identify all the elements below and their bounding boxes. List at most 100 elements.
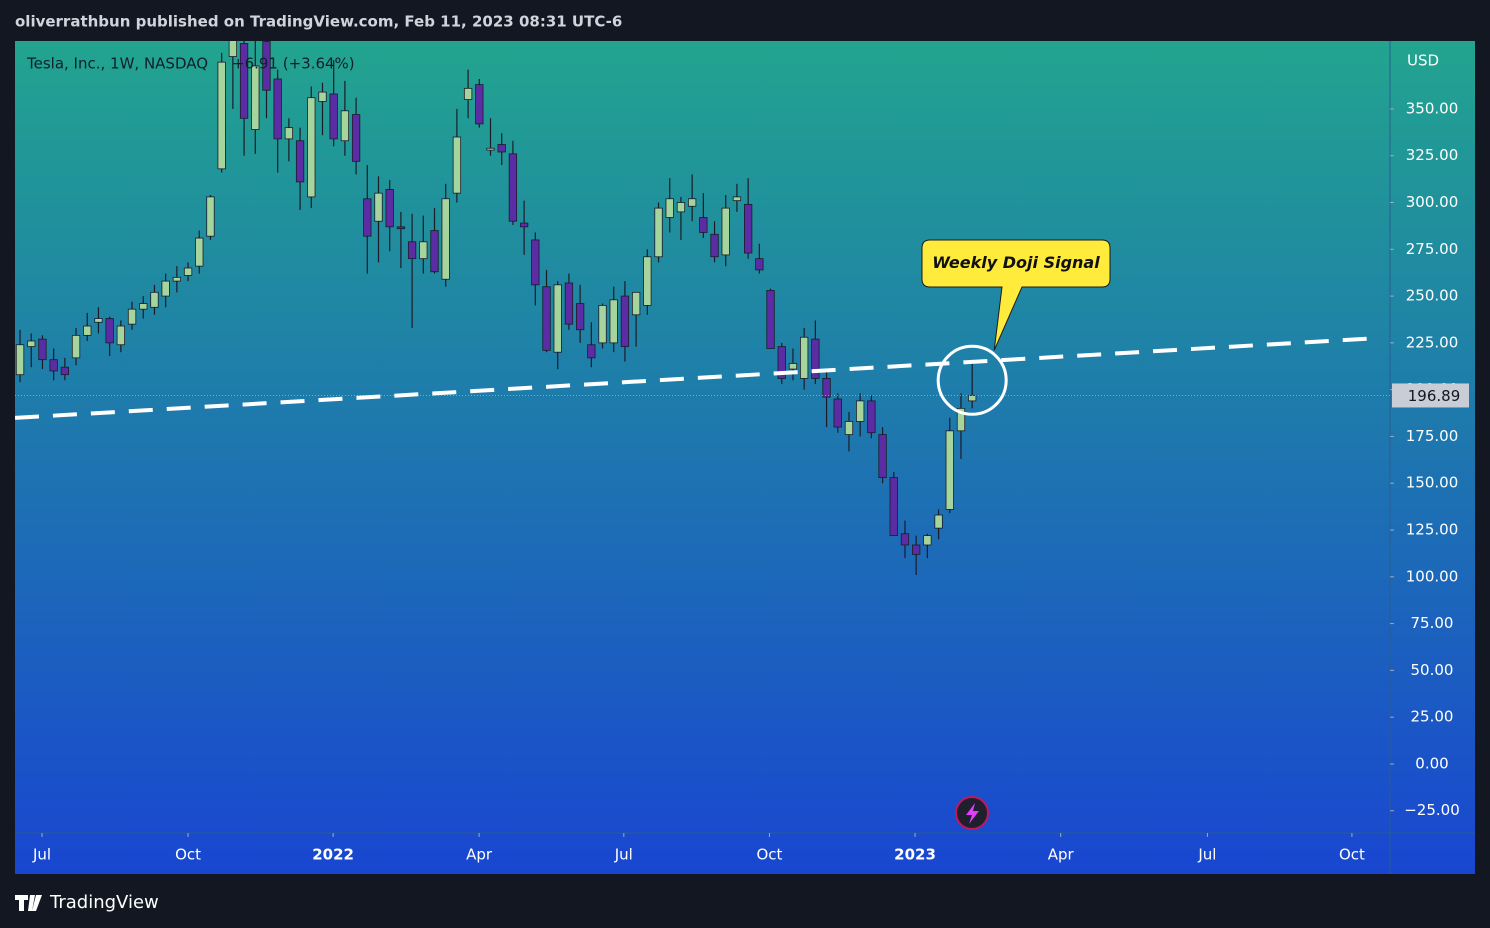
y-tick-label: 175.00 <box>1406 427 1459 445</box>
footer-logo: TradingView <box>15 892 159 913</box>
candle-body <box>710 233 719 258</box>
y-tick-label: 25.00 <box>1411 708 1454 726</box>
y-tick-label: 275.00 <box>1406 240 1459 258</box>
candle-body <box>788 363 798 370</box>
y-tick-label: 225.00 <box>1406 333 1459 351</box>
y-tick-label: 125.00 <box>1406 521 1459 539</box>
candle-body <box>139 303 148 310</box>
candle-body <box>195 237 204 267</box>
candle-body <box>262 41 271 91</box>
chart-bg <box>15 41 1475 874</box>
candle-body <box>407 241 417 260</box>
candle-body <box>161 280 170 297</box>
candle-body <box>900 533 910 546</box>
candle-body <box>878 434 887 479</box>
x-tick-label: 2023 <box>894 846 936 864</box>
candle-body <box>340 110 350 142</box>
change-legend: +6.91 (+3.64%) <box>232 55 355 73</box>
y-tick-label: 75.00 <box>1411 614 1454 632</box>
candle-body <box>206 196 215 237</box>
x-tick-label: Oct <box>175 846 201 864</box>
candle-body <box>295 140 305 183</box>
header-text: oliverrathbun published on TradingView.c… <box>15 13 622 31</box>
candle-body <box>83 325 92 336</box>
candle-body <box>721 207 730 256</box>
candle-body <box>363 198 372 237</box>
candle-body <box>553 284 562 353</box>
candle-body <box>654 207 663 258</box>
candle-body <box>822 378 831 398</box>
candle-body <box>430 230 439 273</box>
candle-body <box>856 400 865 422</box>
plot <box>15 41 1390 575</box>
candle-body <box>945 430 954 510</box>
candle-body <box>49 359 58 372</box>
x-tick-label: Apr <box>1048 846 1075 864</box>
candle-body <box>217 61 226 170</box>
callout-bubble <box>921 239 1111 351</box>
candle-body <box>329 93 338 140</box>
candle-body <box>27 340 36 348</box>
currency-label: USD <box>1407 52 1439 70</box>
candle-body <box>598 305 607 344</box>
candle-body <box>307 97 316 198</box>
candle-body <box>497 144 506 153</box>
candle-body <box>609 299 618 344</box>
candle-body <box>755 258 764 271</box>
x-tick-label: Oct <box>756 846 782 864</box>
candle-body <box>575 303 585 331</box>
candle-body <box>351 114 361 162</box>
candle-body <box>912 544 921 555</box>
candle-body <box>844 421 854 435</box>
y-tick-label: −25.00 <box>1404 801 1460 819</box>
candle-body <box>475 84 484 125</box>
candle-body <box>811 338 820 379</box>
candle-body <box>800 336 809 379</box>
lightning <box>966 803 979 824</box>
candle-body <box>105 318 114 344</box>
candle-body <box>452 136 462 194</box>
candle-body <box>273 78 282 140</box>
candle-body <box>318 91 327 102</box>
candle-body <box>228 41 238 57</box>
candle-body <box>766 290 775 349</box>
candle-body <box>150 291 159 308</box>
candle-body <box>172 276 182 282</box>
callout-text: Weekly Doji Signal <box>932 253 1100 272</box>
y-tick-label: 350.00 <box>1406 99 1459 117</box>
x-tick-label: Apr <box>466 846 493 864</box>
y-tick-label: 100.00 <box>1406 567 1459 585</box>
x-tick-label: Oct <box>1339 846 1365 864</box>
candle-body <box>956 407 966 432</box>
x-tick-label: 2022 <box>312 846 354 864</box>
candle-body <box>676 202 686 213</box>
footer-brand: TradingView <box>49 892 159 913</box>
candle-body <box>620 295 630 348</box>
candle-body <box>743 203 753 254</box>
candle-body <box>777 346 786 379</box>
candle-body <box>251 65 260 130</box>
y-tick-label: 250.00 <box>1406 287 1459 305</box>
candle-body <box>687 198 697 207</box>
y-tick-label: 300.00 <box>1406 193 1459 211</box>
candle-body <box>116 325 126 346</box>
y-tick-label: 50.00 <box>1411 661 1454 679</box>
candle-body <box>183 267 193 276</box>
y-tick-label: 325.00 <box>1406 146 1459 164</box>
x-tick-label: Jul <box>32 846 51 864</box>
candle-body <box>486 147 495 151</box>
candle-body <box>889 477 898 537</box>
candle-body <box>968 395 977 402</box>
candle-body <box>519 222 529 228</box>
candle-body <box>60 366 69 376</box>
candle-body <box>71 334 81 359</box>
candle-body <box>732 196 742 202</box>
candle-body <box>699 217 708 233</box>
y-tick-label: 0.00 <box>1415 754 1448 772</box>
candle-body <box>374 192 383 222</box>
y-tick-label: 150.00 <box>1406 474 1459 492</box>
candle-body <box>867 400 876 434</box>
x-tick-label: Jul <box>1197 846 1216 864</box>
candle-body <box>531 239 540 286</box>
